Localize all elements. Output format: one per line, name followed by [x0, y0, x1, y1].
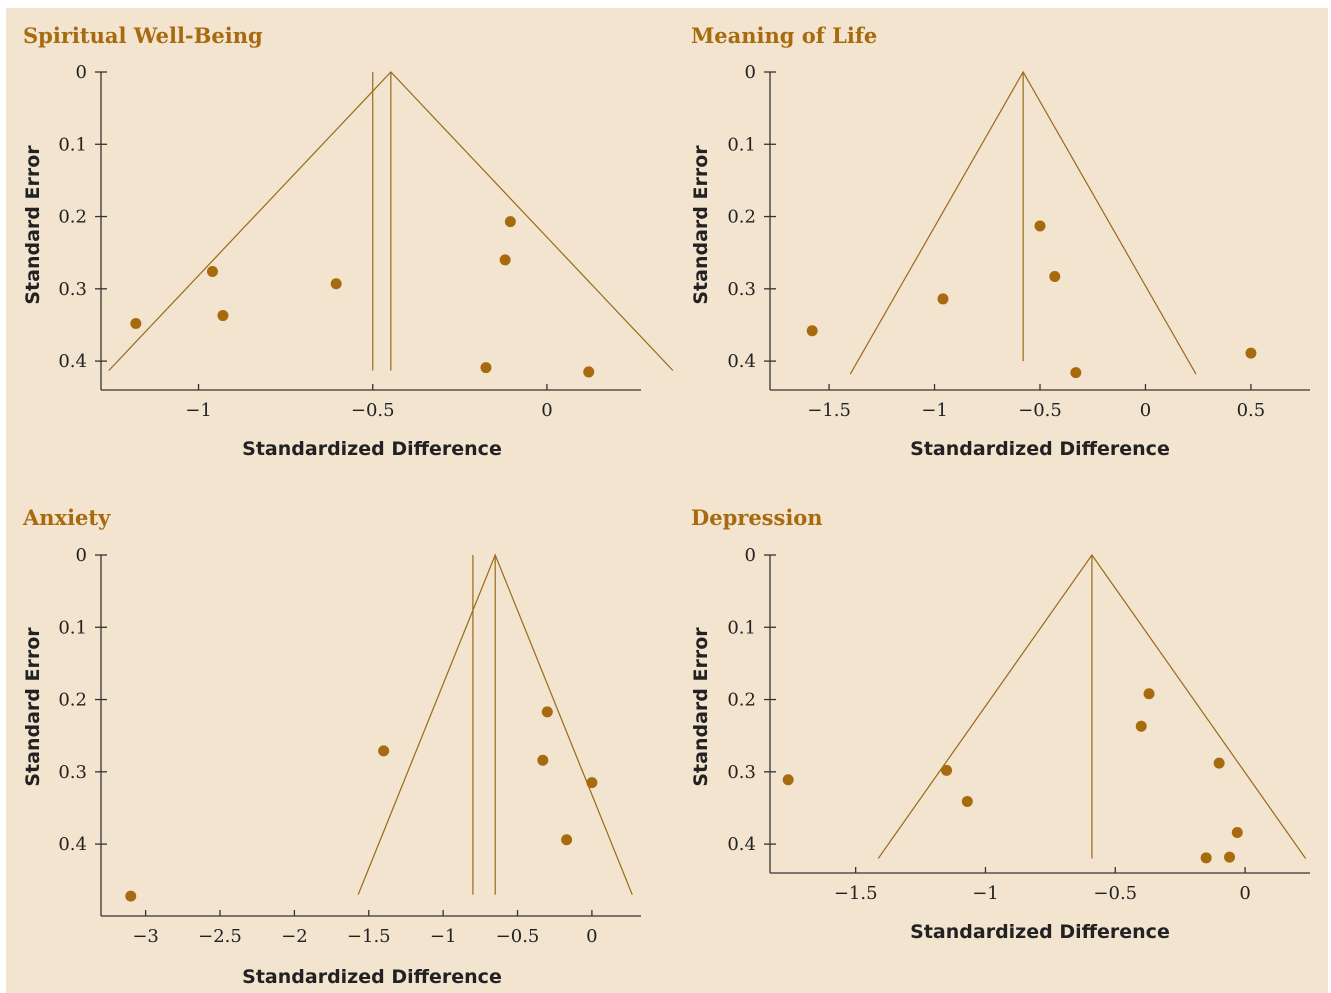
chart-2-y-tick-label: 0 — [745, 62, 756, 83]
chart-4-y-tick-label: 0.4 — [727, 834, 756, 855]
chart-1-study-point — [206, 265, 218, 277]
chart-4-y-tick-label: 0 — [745, 545, 756, 566]
chart-2-study-point — [1070, 367, 1082, 379]
chart-3-study-point — [586, 777, 598, 789]
chart-3-y-tick-label: 0 — [76, 545, 87, 566]
chart-4-title: Depression — [691, 505, 823, 530]
chart-4-x-label: Standardized Difference — [910, 921, 1170, 943]
chart-2-study-point — [1034, 220, 1046, 232]
chart-4-study-point — [1143, 688, 1155, 700]
chart-1-y-tick-label: 0.1 — [58, 134, 87, 155]
chart-3-study-point — [125, 890, 137, 902]
chart-2-x-label: Standardized Difference — [910, 438, 1170, 460]
chart-1-y-label: Standard Error — [22, 145, 44, 305]
chart-2-title: Meaning of Life — [691, 23, 877, 48]
chart-1-study-point — [583, 366, 595, 378]
chart-3-study-point — [537, 754, 549, 766]
chart-3-title: Anxiety — [22, 505, 111, 530]
chart-3-x-tick-label: 0 — [586, 926, 597, 947]
chart-1-title: Spiritual Well-Being — [23, 23, 263, 48]
chart-1-y-tick-label: 0.3 — [58, 279, 87, 300]
chart-2-y-tick-label: 0.3 — [727, 279, 756, 300]
chart-2-x-tick-label: 0 — [1140, 400, 1151, 421]
chart-4-study-point — [1213, 757, 1225, 769]
chart-4-study-point — [1224, 851, 1236, 863]
chart-3-y-tick-label: 0.2 — [58, 690, 87, 711]
chart-1-study-point — [480, 362, 492, 374]
chart-4-study-point — [1200, 852, 1212, 864]
chart-2-y-label: Standard Error — [690, 145, 712, 305]
chart-4-study-point — [1231, 827, 1243, 839]
chart-3-x-tick-label: −2 — [281, 926, 308, 947]
chart-4-x-tick-label: −1.5 — [834, 883, 878, 904]
chart-3-x-tick-label: −1.5 — [347, 926, 391, 947]
chart-4-y-tick-label: 0.1 — [727, 617, 756, 638]
chart-4-y-tick-label: 0.3 — [727, 762, 756, 783]
funnel-plots: Spiritual Well-Being 0 0.1 0.2 0.3 0.4 −1 −0.5 0… — [22, 23, 1310, 988]
chart-4-study-point — [941, 764, 953, 776]
chart-3-x-tick-label: −3 — [132, 926, 159, 947]
chart-4-study-point — [1135, 720, 1147, 732]
chart-4-study-point — [782, 774, 794, 786]
chart-1-y-tick-label: 0 — [76, 62, 87, 83]
chart-4-y-label: Standard Error — [690, 627, 712, 787]
chart-1-study-point — [499, 254, 511, 266]
chart-3-study-point — [561, 834, 573, 846]
chart-1-x-tick-label: −0.5 — [351, 400, 395, 421]
chart-3-y-label: Standard Error — [22, 627, 44, 787]
chart-3-x-tick-label: −1 — [430, 926, 457, 947]
chart-2-y-tick-label: 0.2 — [727, 207, 756, 228]
chart-3-y-tick-label: 0.1 — [58, 617, 87, 638]
chart-4-x-tick-label: 0 — [1239, 883, 1250, 904]
chart-2-study-point — [806, 325, 818, 337]
chart-4-x-tick-label: −1 — [972, 883, 999, 904]
chart-3-y-tick-label: 0.4 — [58, 834, 87, 855]
chart-2-x-tick-label: −1 — [921, 400, 948, 421]
chart-4-study-point — [961, 795, 973, 807]
chart-1-study-point — [504, 216, 516, 228]
chart-1-x-tick-label: −1 — [185, 400, 212, 421]
chart-3-y-tick-label: 0.3 — [58, 762, 87, 783]
chart-3-x-label: Standardized Difference — [242, 966, 502, 988]
chart-1-study-point — [330, 278, 342, 290]
chart-4-y-tick-label: 0.2 — [727, 690, 756, 711]
chart-2-y-tick-label: 0.1 — [727, 134, 756, 155]
chart-4-x-tick-label: −0.5 — [1093, 883, 1137, 904]
chart-2-x-tick-label: 0.5 — [1237, 400, 1266, 421]
chart-2-x-tick-label: −1.5 — [807, 400, 851, 421]
chart-3-x-tick-label: −2.5 — [198, 926, 242, 947]
chart-1-y-tick-label: 0.2 — [58, 207, 87, 228]
chart-2-study-point — [937, 293, 949, 305]
chart-2-study-point — [1049, 271, 1061, 283]
chart-1-x-tick-label: 0 — [541, 400, 552, 421]
figure-panel: Spiritual Well-Being 0 0.1 0.2 0.3 0.4 −1 −0.5 0… — [6, 8, 1328, 993]
chart-3-study-point — [541, 706, 553, 718]
chart-2-study-point — [1245, 347, 1257, 359]
chart-3-study-point — [378, 745, 390, 757]
chart-2-y-tick-label: 0.4 — [727, 351, 756, 372]
chart-3-x-tick-label: −0.5 — [496, 926, 540, 947]
chart-1-study-point — [217, 310, 229, 322]
chart-2-x-tick-label: −0.5 — [1018, 400, 1062, 421]
chart-1-study-point — [130, 318, 142, 330]
chart-1-y-tick-label: 0.4 — [58, 351, 87, 372]
chart-1-x-label: Standardized Difference — [242, 438, 502, 460]
